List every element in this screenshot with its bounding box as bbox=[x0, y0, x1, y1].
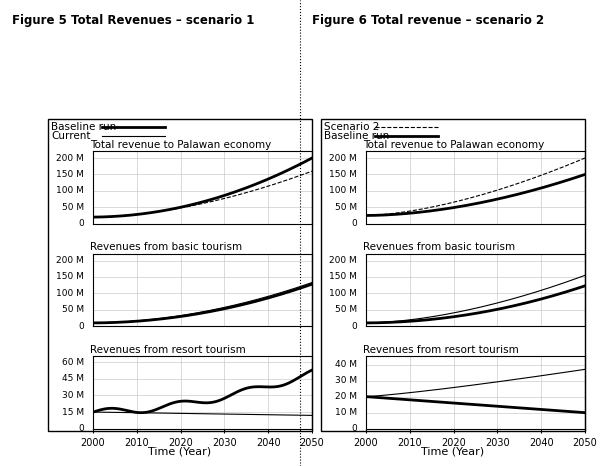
Text: 200 M: 200 M bbox=[329, 153, 357, 163]
Text: 15 M: 15 M bbox=[62, 408, 84, 417]
Text: 150 M: 150 M bbox=[56, 170, 84, 179]
Text: 100 M: 100 M bbox=[56, 289, 84, 298]
Text: 200 M: 200 M bbox=[56, 153, 84, 163]
Text: 100 M: 100 M bbox=[56, 186, 84, 195]
Text: Baseline run: Baseline run bbox=[324, 131, 389, 141]
Text: Figure 6 Total revenue – scenario 2: Figure 6 Total revenue – scenario 2 bbox=[312, 14, 544, 27]
Text: Revenues from resort tourism: Revenues from resort tourism bbox=[363, 345, 519, 355]
Text: Time (Year): Time (Year) bbox=[148, 446, 212, 456]
Text: 150 M: 150 M bbox=[329, 170, 357, 179]
Text: 0: 0 bbox=[79, 424, 84, 433]
Text: 100 M: 100 M bbox=[329, 186, 357, 195]
Text: Scenario 2: Scenario 2 bbox=[324, 122, 379, 132]
Text: Time (Year): Time (Year) bbox=[421, 446, 485, 456]
Text: Revenues from resort tourism: Revenues from resort tourism bbox=[90, 345, 246, 355]
Text: 0: 0 bbox=[79, 219, 84, 228]
Text: 50 M: 50 M bbox=[335, 203, 357, 212]
Text: 30 M: 30 M bbox=[335, 376, 357, 385]
Text: Baseline run: Baseline run bbox=[51, 122, 116, 132]
Text: 40 M: 40 M bbox=[335, 360, 357, 369]
Text: 50 M: 50 M bbox=[335, 305, 357, 314]
Text: 100 M: 100 M bbox=[329, 289, 357, 298]
Text: 0: 0 bbox=[352, 424, 357, 433]
Text: 0: 0 bbox=[352, 219, 357, 228]
Text: 200 M: 200 M bbox=[329, 256, 357, 265]
Text: 50 M: 50 M bbox=[62, 305, 84, 314]
Text: 50 M: 50 M bbox=[62, 203, 84, 212]
Text: 20 M: 20 M bbox=[335, 392, 357, 401]
Text: Revenues from basic tourism: Revenues from basic tourism bbox=[90, 242, 242, 252]
Text: Current: Current bbox=[51, 131, 91, 141]
Text: Total revenue to Palawan economy: Total revenue to Palawan economy bbox=[363, 140, 544, 150]
Text: 150 M: 150 M bbox=[56, 273, 84, 281]
Text: Figure 5 Total Revenues – scenario 1: Figure 5 Total Revenues – scenario 1 bbox=[12, 14, 254, 27]
Text: 45 M: 45 M bbox=[62, 374, 84, 383]
Text: 200 M: 200 M bbox=[56, 256, 84, 265]
Text: 0: 0 bbox=[79, 322, 84, 331]
Text: 60 M: 60 M bbox=[62, 357, 84, 367]
Text: Revenues from basic tourism: Revenues from basic tourism bbox=[363, 242, 515, 252]
Text: 0: 0 bbox=[352, 322, 357, 331]
Text: Total revenue to Palawan economy: Total revenue to Palawan economy bbox=[90, 140, 271, 150]
Text: 150 M: 150 M bbox=[329, 273, 357, 281]
Text: 10 M: 10 M bbox=[335, 408, 357, 417]
Text: 30 M: 30 M bbox=[62, 391, 84, 400]
